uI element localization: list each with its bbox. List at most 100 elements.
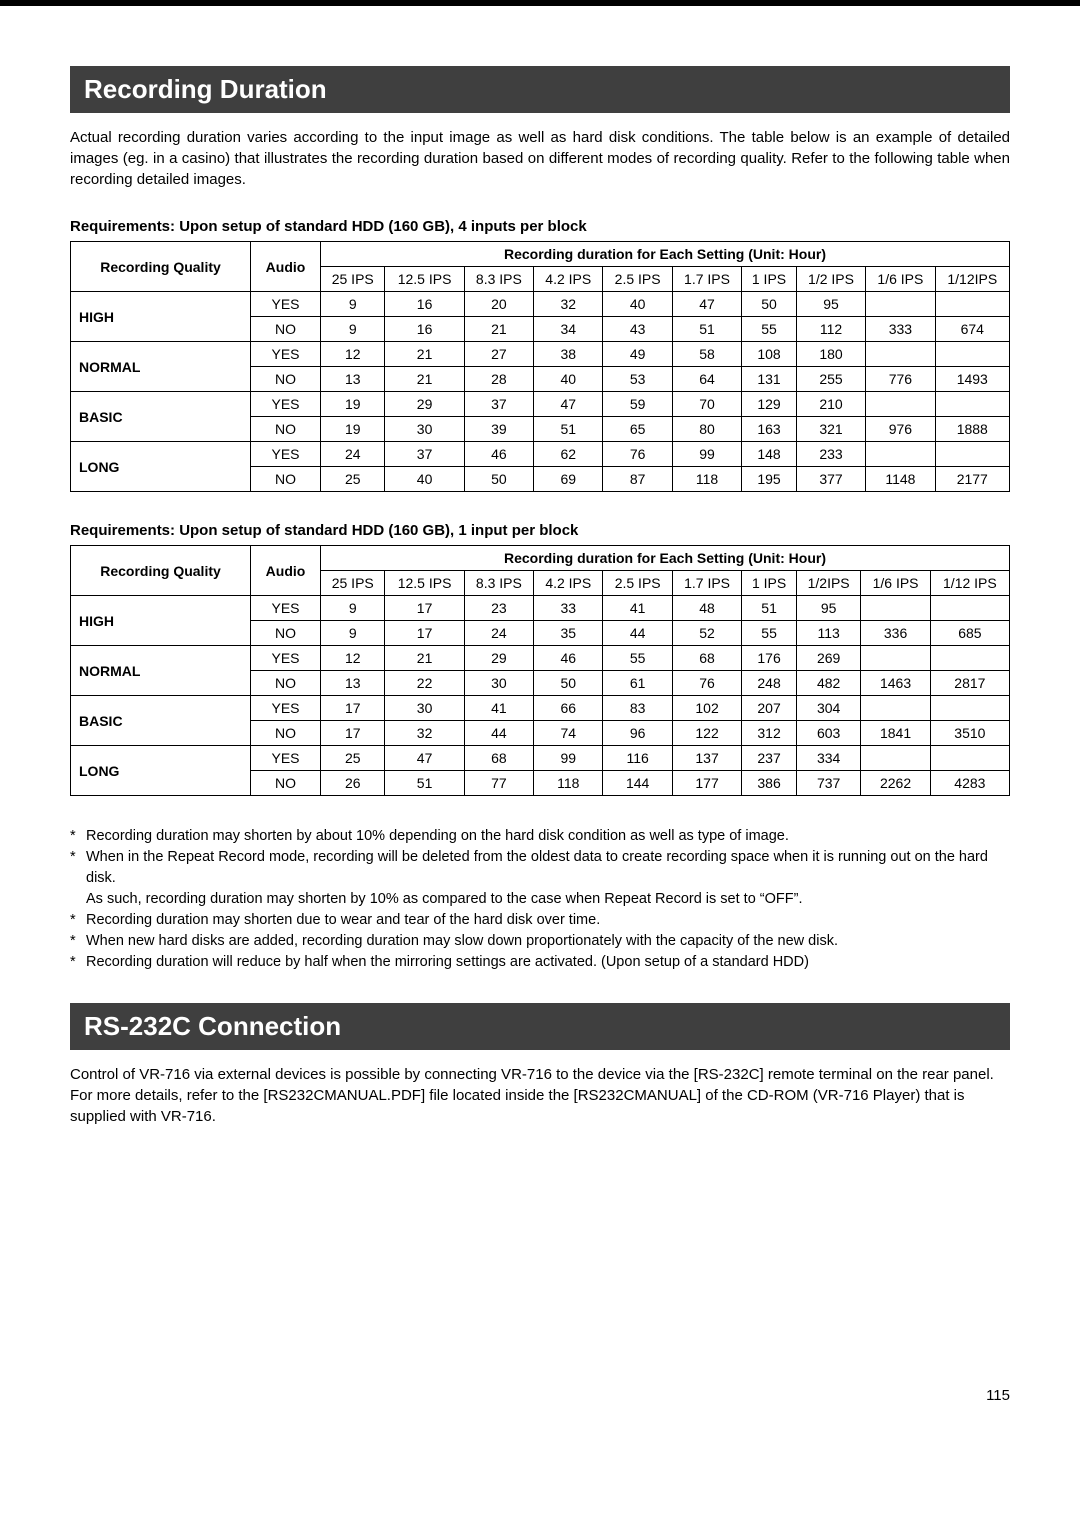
- value-cell: [935, 442, 1009, 467]
- footnote-star: *: [70, 910, 86, 931]
- value-cell: 41: [603, 596, 672, 621]
- value-cell: 1148: [866, 467, 935, 492]
- ips-col-header: 1/6 IPS: [861, 571, 930, 596]
- value-cell: 47: [534, 392, 603, 417]
- value-cell: 776: [866, 367, 935, 392]
- value-cell: 55: [742, 621, 797, 646]
- value-cell: 43: [603, 317, 672, 342]
- value-cell: 19: [321, 417, 385, 442]
- ips-col-header: 1/2IPS: [796, 571, 860, 596]
- ips-col-header: 1.7 IPS: [672, 267, 741, 292]
- col-duration-header: Recording duration for Each Setting (Uni…: [321, 242, 1010, 267]
- value-cell: 40: [603, 292, 672, 317]
- value-cell: 4283: [930, 771, 1009, 796]
- audio-cell: YES: [251, 342, 321, 367]
- footnote-text: Recording duration will reduce by half w…: [86, 952, 809, 973]
- value-cell: 58: [672, 342, 741, 367]
- value-cell: 69: [534, 467, 603, 492]
- value-cell: 21: [385, 367, 464, 392]
- value-cell: 51: [672, 317, 741, 342]
- value-cell: 37: [464, 392, 533, 417]
- value-cell: 334: [796, 746, 860, 771]
- value-cell: 269: [796, 646, 860, 671]
- value-cell: 32: [385, 721, 464, 746]
- col-audio: Audio: [251, 546, 321, 596]
- value-cell: [861, 596, 930, 621]
- ips-col-header: 12.5 IPS: [385, 267, 464, 292]
- value-cell: 118: [672, 467, 741, 492]
- value-cell: 29: [464, 646, 533, 671]
- value-cell: 65: [603, 417, 672, 442]
- ips-col-header: 4.2 IPS: [534, 267, 603, 292]
- rs232c-p2: For more details, refer to the [RS232CMA…: [70, 1087, 965, 1125]
- value-cell: [861, 646, 930, 671]
- audio-cell: YES: [251, 646, 321, 671]
- quality-cell: HIGH: [71, 292, 251, 342]
- value-cell: 12: [321, 646, 385, 671]
- value-cell: 22: [385, 671, 464, 696]
- col-recording-quality: Recording Quality: [71, 546, 251, 596]
- quality-cell: BASIC: [71, 392, 251, 442]
- value-cell: [935, 342, 1009, 367]
- value-cell: 603: [796, 721, 860, 746]
- ips-col-header: 1/2 IPS: [796, 267, 865, 292]
- rs232c-paragraph: Control of VR-716 via external devices i…: [70, 1064, 1010, 1127]
- value-cell: 96: [603, 721, 672, 746]
- section-title-rs232c: RS-232C Connection: [70, 1003, 1010, 1050]
- footnote-star: *: [70, 931, 86, 952]
- value-cell: 55: [742, 317, 797, 342]
- value-cell: 685: [930, 621, 1009, 646]
- audio-cell: NO: [251, 721, 321, 746]
- audio-cell: YES: [251, 442, 321, 467]
- value-cell: 64: [672, 367, 741, 392]
- value-cell: 99: [672, 442, 741, 467]
- value-cell: [866, 342, 935, 367]
- value-cell: 33: [534, 596, 603, 621]
- value-cell: 16: [385, 317, 464, 342]
- value-cell: 102: [672, 696, 741, 721]
- value-cell: 9: [321, 292, 385, 317]
- col-duration-header: Recording duration for Each Setting (Uni…: [321, 546, 1010, 571]
- value-cell: 76: [672, 671, 741, 696]
- quality-cell: LONG: [71, 442, 251, 492]
- value-cell: 35: [534, 621, 603, 646]
- footnote-star: *: [70, 826, 86, 847]
- value-cell: 336: [861, 621, 930, 646]
- value-cell: 76: [603, 442, 672, 467]
- value-cell: 180: [796, 342, 865, 367]
- value-cell: 312: [742, 721, 797, 746]
- value-cell: 68: [464, 746, 533, 771]
- audio-cell: NO: [251, 467, 321, 492]
- value-cell: [866, 392, 935, 417]
- value-cell: 333: [866, 317, 935, 342]
- value-cell: 80: [672, 417, 741, 442]
- footnote-line: *When new hard disks are added, recordin…: [70, 931, 1010, 952]
- value-cell: 48: [672, 596, 741, 621]
- quality-cell: HIGH: [71, 596, 251, 646]
- value-cell: [930, 646, 1009, 671]
- table1-requirement: Requirements: Upon setup of standard HDD…: [70, 218, 1010, 235]
- value-cell: 95: [796, 596, 860, 621]
- ips-col-header: 4.2 IPS: [534, 571, 603, 596]
- quality-cell: NORMAL: [71, 342, 251, 392]
- value-cell: 13: [321, 671, 385, 696]
- ips-col-header: 8.3 IPS: [464, 267, 533, 292]
- value-cell: 46: [464, 442, 533, 467]
- value-cell: 24: [464, 621, 533, 646]
- value-cell: 59: [603, 392, 672, 417]
- table2-requirement: Requirements: Upon setup of standard HDD…: [70, 522, 1010, 539]
- value-cell: 24: [321, 442, 385, 467]
- value-cell: 17: [321, 721, 385, 746]
- footnote-line: *Recording duration may shorten by about…: [70, 826, 1010, 847]
- value-cell: 23: [464, 596, 533, 621]
- value-cell: 177: [672, 771, 741, 796]
- value-cell: 41: [464, 696, 533, 721]
- footnote-text: As such, recording duration may shorten …: [86, 889, 802, 910]
- audio-cell: YES: [251, 746, 321, 771]
- duration-table-1: Recording Quality Audio Recording durati…: [70, 241, 1010, 492]
- value-cell: 17: [385, 621, 464, 646]
- value-cell: 70: [672, 392, 741, 417]
- value-cell: [935, 392, 1009, 417]
- value-cell: [930, 596, 1009, 621]
- footnote-line: *Recording duration will reduce by half …: [70, 952, 1010, 973]
